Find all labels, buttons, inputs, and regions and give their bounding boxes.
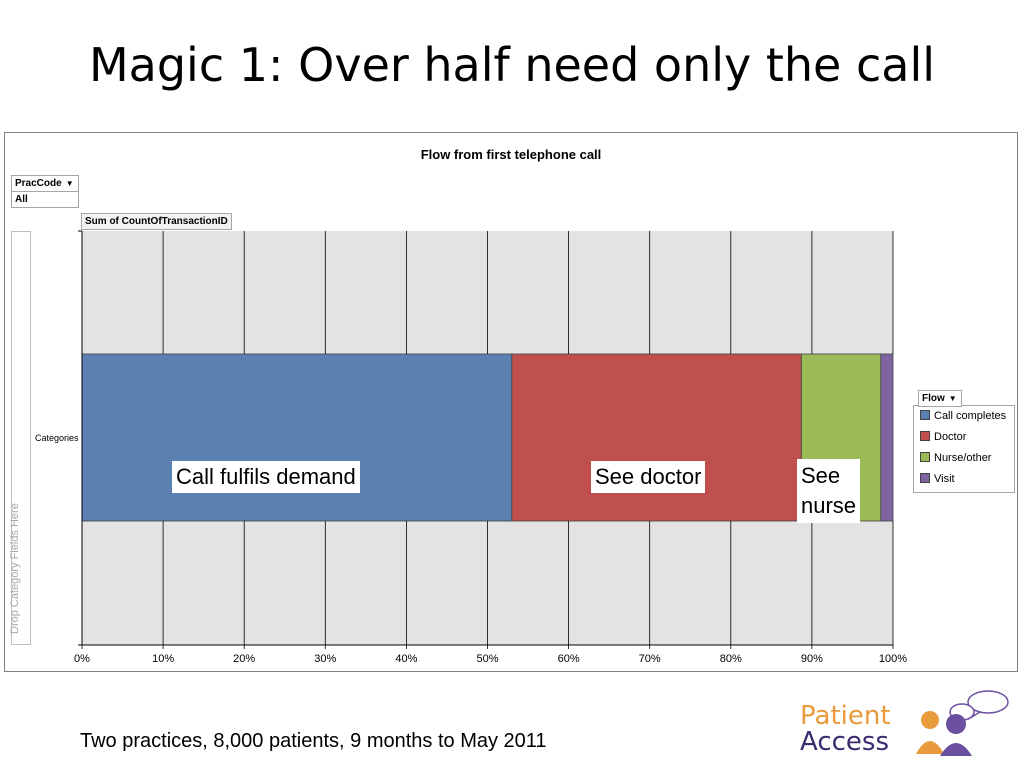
legend-item-visit: Visit	[920, 473, 955, 485]
chart-title: Flow from first telephone call	[420, 147, 602, 162]
category-axis-label: Categories	[35, 433, 79, 443]
x-tick-label: 60%	[558, 653, 580, 665]
bar-doctor	[511, 353, 802, 522]
legend-label-visit: Visit	[934, 473, 955, 485]
logo-people-icon	[916, 690, 1009, 756]
legend-swatch-visit	[920, 473, 930, 483]
slide-title: Magic 1: Over half need only the call	[88, 38, 935, 92]
logo-text-access: Access	[800, 727, 890, 757]
x-tick-label: 90%	[801, 653, 823, 665]
legend-label-nurse-other: Nurse/other	[934, 452, 992, 464]
legend-field-label: Flow	[922, 393, 945, 404]
footnote: Two practices, 8,000 patients, 9 months …	[80, 730, 547, 752]
x-tick-label: 50%	[476, 653, 498, 665]
legend-item-call-completes: Call completes	[920, 410, 1006, 422]
x-tick-label: 70%	[639, 653, 661, 665]
chart-area: Flow from first telephone call PracCode ▼…	[4, 132, 1018, 672]
dropdown-triangle-icon: ▼	[65, 179, 74, 188]
annotation-call-fulfils-demand: Call fulfils demand	[172, 461, 360, 493]
annotation-see-nurse-line2: nurse	[801, 493, 857, 518]
legend-label-doctor: Doctor	[934, 431, 967, 443]
x-tick-label: 100%	[879, 653, 907, 665]
patient-access-logo: Patient Access	[800, 688, 1010, 758]
annotation-see-doctor: See doctor	[591, 461, 706, 493]
legend-swatch-doctor	[920, 431, 930, 441]
legend-label-call-completes: Call completes	[934, 410, 1007, 422]
pivot-filter-value[interactable]: All	[11, 191, 79, 208]
x-tick-label: 80%	[720, 653, 742, 665]
pivot-data-field-button[interactable]: Sum of CountOfTransactionID	[81, 213, 232, 230]
legend-swatch-nurse-other	[920, 452, 930, 462]
x-tick-label: 0%	[74, 653, 90, 665]
pivot-filter-field-label: PracCode	[15, 178, 62, 189]
legend-item-nurse-other: Nurse/other	[920, 452, 991, 464]
legend-swatch-call-completes	[920, 410, 930, 420]
annotation-see-nurse-line1: See	[801, 463, 841, 488]
bar-chart-plot: 0% 10% 20% 30% 40% 50% 60% 70% 80% 90% 100%	[74, 230, 907, 665]
x-tick-label: 10%	[152, 653, 174, 665]
logo-text-patient: Patient	[800, 701, 891, 731]
legend-item-doctor: Doctor	[920, 431, 966, 443]
annotation-see-nurse: See nurse	[797, 459, 861, 523]
chart-legend: Flow ▼ Call completes Doctor Nurse/other …	[913, 390, 1015, 493]
legend-field-button[interactable]: Flow ▼	[918, 390, 962, 407]
x-tick-label: 40%	[395, 653, 417, 665]
category-drop-zone[interactable]: Drop Category Fields Here	[9, 231, 31, 645]
dropdown-triangle-icon: ▼	[948, 394, 957, 403]
bar-call-completes	[81, 353, 513, 522]
x-tick-label: 20%	[233, 653, 255, 665]
bar-visit	[880, 353, 894, 522]
x-tick-label: 30%	[314, 653, 336, 665]
